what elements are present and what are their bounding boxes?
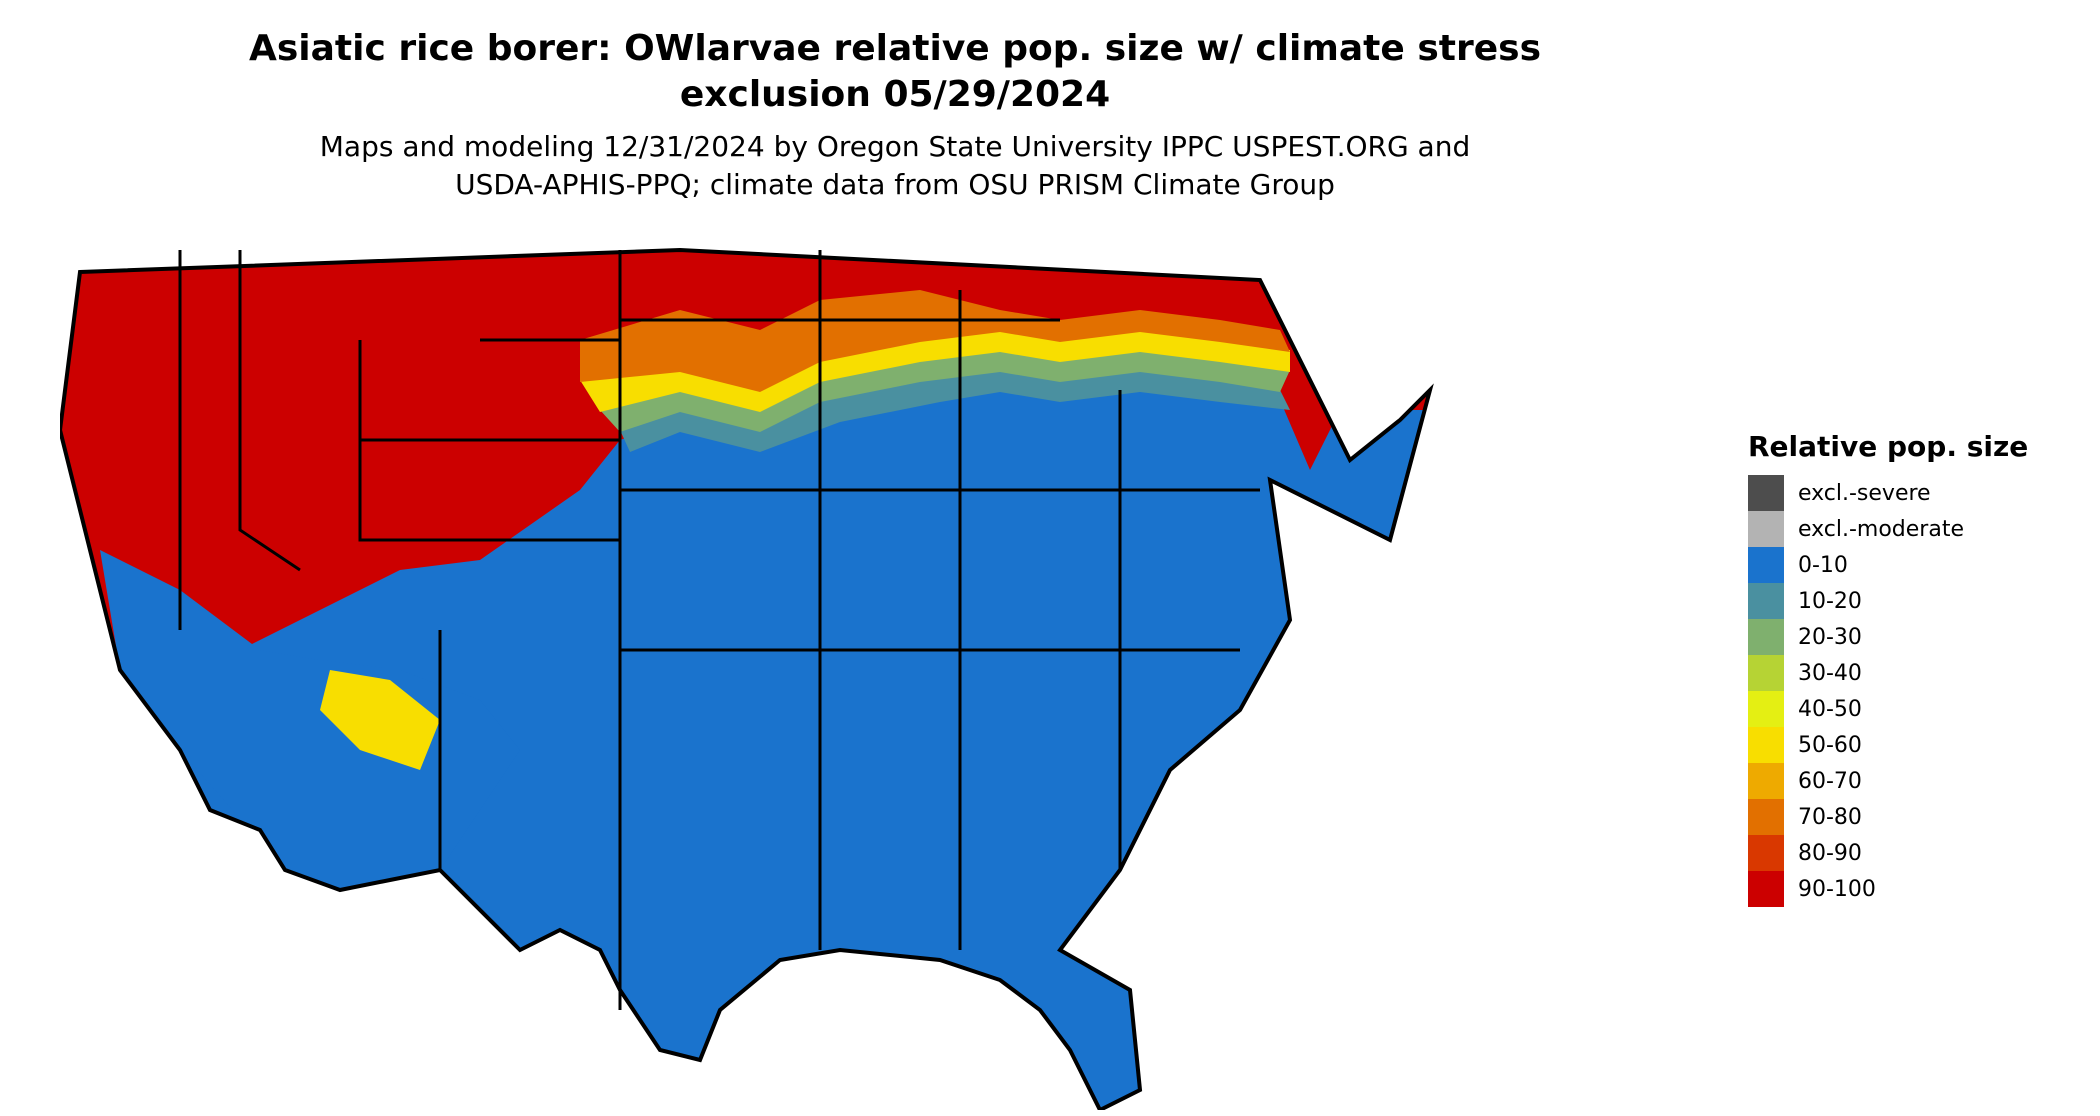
legend-label: 70-80 [1798, 804, 1862, 830]
state-borders [178, 250, 1260, 1010]
legend-label: 60-70 [1798, 768, 1862, 794]
legend-swatch [1748, 475, 1784, 511]
legend-label: 90-100 [1798, 876, 1876, 902]
legend-item: 10-20 [1748, 583, 2088, 619]
legend-swatch [1748, 835, 1784, 871]
legend-items: excl.-severe excl.-moderate 0-10 10-20 20-30… [1748, 475, 2088, 907]
legend-item: 90-100 [1748, 871, 2088, 907]
legend-label: excl.-severe [1798, 480, 1931, 506]
legend-label: 0-10 [1798, 552, 1848, 578]
legend-item: 20-30 [1748, 619, 2088, 655]
legend-item: 40-50 [1748, 691, 2088, 727]
legend-label: 30-40 [1798, 660, 1862, 686]
zone-70-80 [580, 290, 1290, 392]
legend-swatch [1748, 691, 1784, 727]
map-subtitle-line-1: Maps and modeling 12/31/2024 by Oregon S… [319, 130, 1471, 163]
legend-label: 80-90 [1798, 840, 1862, 866]
legend-swatch [1748, 871, 1784, 907]
zone-20-30 [600, 350, 1290, 432]
legend-swatch [1748, 799, 1784, 835]
map-subtitle-line-2: USDA-APHIS-PPQ; climate data from OSU PR… [455, 168, 1335, 201]
legend-item: 70-80 [1748, 799, 2088, 835]
zone-10-20 [620, 370, 1290, 452]
zone-southwest-highlands-50-60 [320, 670, 440, 770]
legend-label: 10-20 [1798, 588, 1862, 614]
map-legend: Relative pop. size excl.-severe excl.-mod… [1748, 430, 2088, 907]
legend-item: 50-60 [1748, 727, 2088, 763]
legend-swatch [1748, 763, 1784, 799]
legend-swatch [1748, 619, 1784, 655]
zone-southwest-0-10 [100, 550, 520, 870]
legend-label: 20-30 [1798, 624, 1862, 650]
legend-swatch [1748, 547, 1784, 583]
legend-item: 60-70 [1748, 763, 2088, 799]
legend-item: 80-90 [1748, 835, 2088, 871]
legend-label: excl.-moderate [1798, 516, 1964, 542]
legend-item: 30-40 [1748, 655, 2088, 691]
legend-item: excl.-severe [1748, 475, 2088, 511]
legend-swatch [1748, 655, 1784, 691]
legend-item: 0-10 [1748, 547, 2088, 583]
map-title-line-2: exclusion 05/29/2024 [679, 74, 1111, 115]
map-title-line-1: Asiatic rice borer: OWlarvae relative po… [249, 28, 1541, 69]
legend-swatch [1748, 583, 1784, 619]
legend-item: excl.-moderate [1748, 511, 2088, 547]
us-map [60, 248, 1432, 1110]
legend-label: 40-50 [1798, 696, 1862, 722]
legend-swatch [1748, 727, 1784, 763]
legend-title: Relative pop. size [1748, 430, 2029, 463]
legend-swatch [1748, 511, 1784, 547]
legend-label: 50-60 [1798, 732, 1862, 758]
